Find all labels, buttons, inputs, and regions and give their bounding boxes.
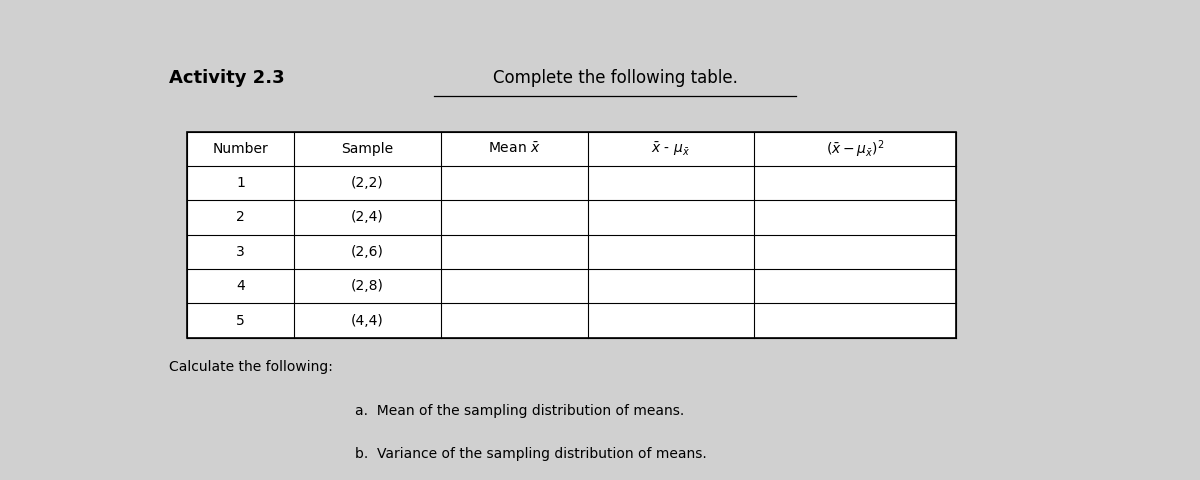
Text: $\bar{x}$ - $\mu_{\bar{x}}$: $\bar{x}$ - $\mu_{\bar{x}}$	[652, 140, 690, 157]
Text: Sample: Sample	[342, 142, 394, 156]
Text: (2,2): (2,2)	[352, 176, 384, 190]
Text: Complete the following table.: Complete the following table.	[492, 69, 738, 87]
Text: 3: 3	[236, 245, 245, 259]
Text: Activity 2.3: Activity 2.3	[168, 69, 284, 87]
Text: 1: 1	[236, 176, 245, 190]
Text: (4,4): (4,4)	[352, 313, 384, 327]
Text: (2,8): (2,8)	[352, 279, 384, 293]
Text: $(\bar{x} - \mu_{\bar{x}})^2$: $(\bar{x} - \mu_{\bar{x}})^2$	[826, 138, 884, 159]
Bar	[187, 132, 956, 338]
Text: (2,6): (2,6)	[352, 245, 384, 259]
Text: Number: Number	[212, 142, 269, 156]
Text: 2: 2	[236, 210, 245, 225]
Text: b.  Variance of the sampling distribution of means.: b. Variance of the sampling distribution…	[355, 447, 707, 461]
Text: 5: 5	[236, 313, 245, 327]
Text: a.  Mean of the sampling distribution of means.: a. Mean of the sampling distribution of …	[355, 404, 684, 418]
Text: Mean $\bar{x}$: Mean $\bar{x}$	[488, 141, 541, 156]
Text: Calculate the following:: Calculate the following:	[168, 360, 332, 374]
Text: 4: 4	[236, 279, 245, 293]
Text: (2,4): (2,4)	[352, 210, 384, 225]
